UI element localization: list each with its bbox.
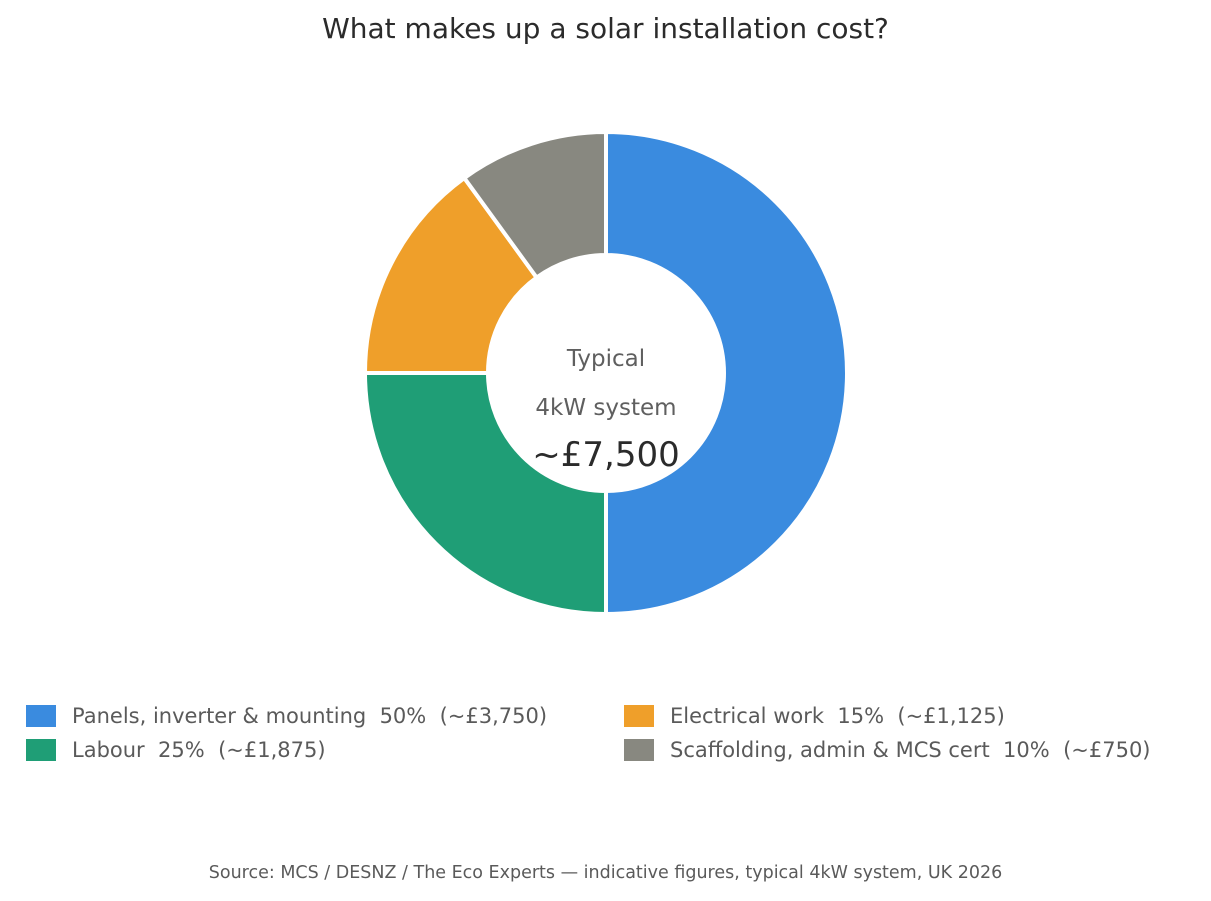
legend-label: Scaffolding, admin & MCS cert 10% (~£750… — [670, 738, 1151, 762]
legend-swatch — [26, 739, 56, 761]
donut-slices — [362, 129, 849, 617]
center-label-line1: Typical — [566, 346, 645, 372]
center-total-value: ~£7,500 — [532, 435, 679, 475]
legend-label: Electrical work 15% (~£1,125) — [670, 704, 1005, 728]
donut-chart: Typical 4kW system ~£7,500 — [362, 129, 849, 617]
donut-slice-panels-inverter-mounting — [604, 129, 849, 617]
legend-swatch — [624, 739, 654, 761]
source-note: Source: MCS / DESNZ / The Eco Experts — … — [208, 863, 1003, 883]
legend-item: Scaffolding, admin & MCS cert 10% (~£750… — [624, 738, 1184, 762]
donut-slice-electrical-work — [362, 175, 540, 375]
legend-item: Panels, inverter & mounting 50% (~£3,750… — [26, 704, 624, 728]
legend-swatch — [26, 705, 56, 727]
donut-slice-labour — [362, 371, 608, 617]
legend-label: Labour 25% (~£1,875) — [72, 738, 326, 762]
legend-label: Panels, inverter & mounting 50% (~£3,750… — [72, 704, 548, 728]
donut-slice-scaffolding-admin-mcs-cert — [461, 129, 608, 281]
chart-title: What makes up a solar installation cost? — [322, 12, 889, 45]
center-label-line2: 4kW system — [535, 395, 676, 421]
legend-swatch — [624, 705, 654, 727]
legend-item: Labour 25% (~£1,875) — [26, 738, 624, 762]
chart-legend: Panels, inverter & mounting 50% (~£3,750… — [26, 704, 1206, 762]
legend-item: Electrical work 15% (~£1,125) — [624, 704, 1184, 728]
